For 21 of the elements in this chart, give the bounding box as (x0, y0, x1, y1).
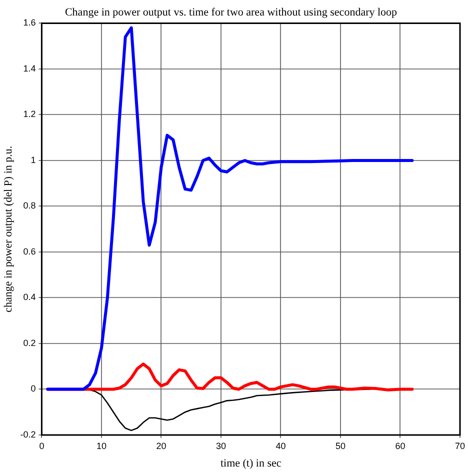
y-axis-title: change in power output (del P) in p.u. (2, 146, 14, 312)
y-tick-label: 1.2 (23, 109, 36, 120)
y-tick-label: 0 (30, 384, 36, 394)
y-tick-label: -0.2 (20, 429, 36, 440)
x-tick-label: 70 (454, 440, 465, 451)
y-tick-label: 1.4 (23, 63, 36, 74)
y-tick-label: 1 (30, 154, 36, 165)
y-tick-label: 1.6 (23, 18, 36, 28)
x-tick-label: 20 (156, 440, 166, 451)
y-tick-label: 0.8 (23, 200, 36, 211)
y-tick-label: 0.4 (23, 292, 36, 302)
x-tick-label: 30 (216, 440, 226, 451)
x-tick-label: 50 (335, 440, 346, 451)
x-tick-label: 60 (395, 440, 406, 451)
y-tick-label: 0.2 (23, 338, 36, 348)
x-tick-label: 0 (39, 440, 44, 451)
y-tick-label: 0.6 (23, 246, 36, 256)
chart-title: Change in power output vs. time for two area without using secondary loop (64, 6, 398, 18)
x-tick-label: 40 (276, 440, 286, 451)
x-tick-label: 10 (96, 440, 106, 451)
x-axis-title: time (t) in sec (220, 457, 282, 470)
